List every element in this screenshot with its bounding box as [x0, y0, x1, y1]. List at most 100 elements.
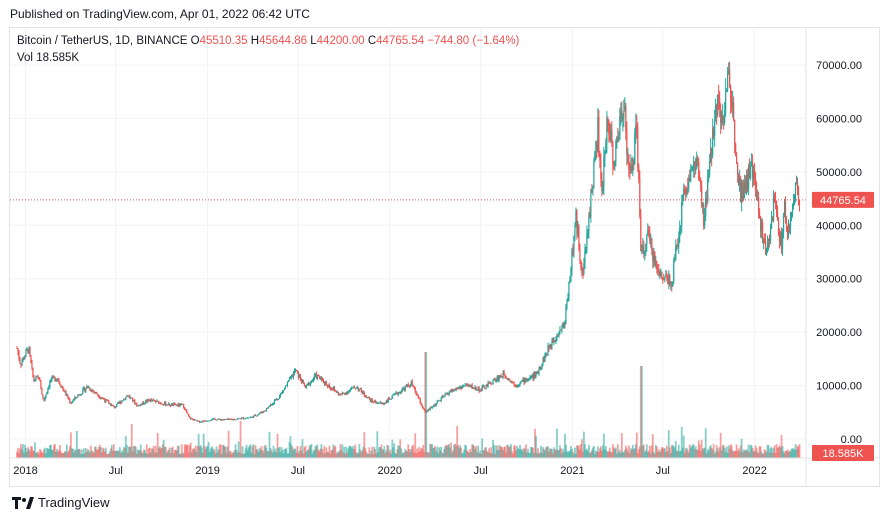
volume-bar: [576, 445, 578, 458]
candle-body: [771, 217, 774, 221]
candle-body: [273, 400, 276, 404]
volume-bar: [406, 451, 409, 458]
candle-body: [498, 376, 500, 381]
volume-bar: [335, 453, 338, 458]
candle-body: [696, 157, 698, 168]
candle-body: [665, 275, 667, 277]
volume-bar: [338, 450, 341, 458]
volume-bar: [334, 445, 337, 458]
candle-body: [345, 391, 347, 395]
chart-frame[interactable]: [9, 27, 880, 487]
volume-bar: [722, 444, 725, 458]
volume-bar: [543, 448, 545, 458]
candle-body: [224, 419, 227, 420]
volume-bar: [162, 439, 165, 458]
volume-bar: [531, 447, 533, 458]
volume-bar: [205, 446, 208, 458]
candle-body: [512, 382, 514, 384]
volume-bar: [702, 448, 705, 458]
volume-bar: [499, 445, 501, 458]
candle-body: [93, 391, 95, 392]
volume-bar: [118, 447, 121, 458]
volume-bar: [349, 445, 352, 458]
volume-bar: [717, 451, 720, 458]
volume-bar: [249, 444, 252, 458]
volume-bar: [68, 446, 71, 458]
candle-body: [130, 397, 132, 399]
candle-body: [641, 249, 643, 252]
candle-body: [112, 404, 114, 406]
candle-body: [280, 392, 283, 395]
candle-body: [72, 400, 74, 402]
volume-bar: [304, 445, 307, 458]
candle-body: [521, 380, 523, 382]
candle-body: [401, 388, 403, 392]
candle-body: [146, 400, 148, 402]
volume-bar: [271, 452, 274, 458]
volume-bar: [251, 446, 254, 458]
candle-body: [248, 417, 251, 419]
volume-bar: [362, 446, 365, 458]
volume-bar: [87, 450, 90, 458]
candle-body: [99, 397, 101, 399]
volume-bar: [515, 450, 517, 458]
volume-bar: [564, 433, 566, 458]
volume-bar: [184, 445, 187, 458]
candle-body: [290, 375, 293, 378]
candle-body: [281, 391, 284, 393]
volume-bar: [224, 446, 227, 458]
volume-bar: [393, 443, 396, 458]
volume-bar: [581, 439, 583, 458]
volume-bar: [538, 453, 540, 458]
volume-bar: [773, 445, 776, 458]
volume-bar: [615, 453, 618, 458]
volume-bar: [674, 440, 677, 458]
candle-body: [198, 420, 200, 422]
volume-bar: [648, 445, 651, 458]
volume-bar: [527, 448, 529, 458]
volume-bar: [260, 445, 263, 458]
volume-bar: [376, 431, 379, 458]
volume-bar: [598, 448, 601, 458]
candle-body: [296, 370, 299, 372]
candle-body: [448, 392, 450, 395]
candle-body: [487, 382, 489, 387]
candle-body: [182, 404, 184, 405]
volume-bar: [292, 449, 295, 458]
volume-bar: [268, 431, 271, 458]
volume-bar: [238, 451, 241, 458]
volume-bar: [440, 446, 443, 458]
candle-body: [265, 407, 268, 411]
low-value: 44200.00: [316, 35, 365, 47]
candle-body: [256, 414, 259, 416]
volume-bar: [495, 445, 497, 458]
grid-lines: [10, 27, 806, 458]
x-tick-label: Jul: [656, 465, 670, 477]
volume-bar: [23, 452, 25, 458]
volume-bar: [537, 448, 539, 458]
candle-body: [441, 396, 443, 399]
volume-bar: [43, 449, 45, 458]
candle-body: [216, 420, 218, 421]
candle-body: [292, 373, 295, 378]
candle-body: [337, 391, 339, 395]
candle-body: [373, 400, 375, 403]
volume-bar: [668, 447, 671, 458]
volume-bar: [375, 453, 378, 458]
volume-bar: [585, 450, 587, 458]
volume-bar: [83, 453, 86, 458]
tradingview-brand[interactable]: TradingView: [12, 495, 110, 510]
candle-body: [402, 388, 404, 390]
candle-body: [749, 165, 751, 179]
volume-bar: [289, 436, 292, 458]
volume-bar: [471, 444, 474, 458]
candle-body: [183, 404, 185, 408]
candle-body: [649, 231, 651, 241]
volume-bar: [626, 451, 629, 458]
candle-body: [420, 403, 422, 406]
volume-bar: [29, 451, 31, 458]
candle-body: [111, 404, 113, 407]
candle-body: [100, 397, 102, 399]
volume-bar: [55, 451, 57, 458]
